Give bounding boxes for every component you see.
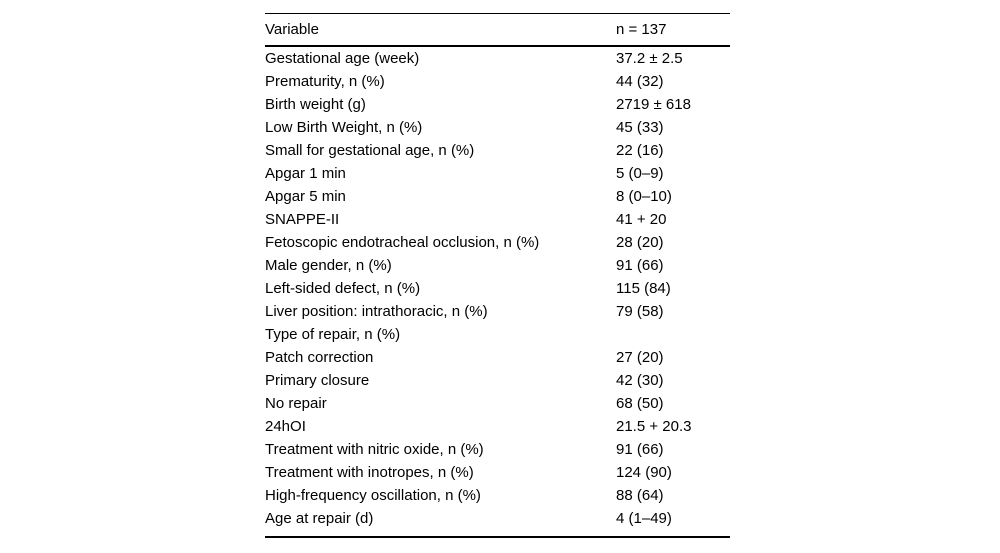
table-row: Small for gestational age, n (%) 22 (16) (265, 139, 730, 162)
variable-cell: Prematurity, n (%) (265, 73, 385, 90)
value-cell: 42 (30) (616, 372, 664, 389)
header-row: Variable n = 137 (265, 14, 730, 47)
variable-cell: Left-sided defect, n (%) (265, 280, 421, 297)
value-cell: 22 (16) (616, 142, 664, 159)
value-cell: 45 (33) (616, 119, 664, 136)
table-row: Treatment with inotropes, n (%) 124 (90) (265, 461, 730, 484)
table-row: Prematurity, n (%) 44 (32) (265, 70, 730, 93)
value-cell: 27 (20) (616, 349, 664, 366)
variable-cell: Male gender, n (%) (265, 257, 392, 274)
table-row: 24hOI 21.5 + 20.3 (265, 415, 730, 438)
table-row: Type of repair, n (%) (265, 323, 730, 346)
table-row: Primary closure 42 (30) (265, 369, 730, 392)
value-cell: 79 (58) (616, 303, 664, 320)
variable-cell: Low Birth Weight, n (%) (265, 119, 423, 136)
variable-cell: Patch correction (265, 349, 374, 366)
variable-cell: Treatment with nitric oxide, n (%) (265, 441, 484, 458)
value-cell: 37.2 ± 2.5 (616, 50, 683, 67)
table-row: Male gender, n (%) 91 (66) (265, 254, 730, 277)
value-cell: 91 (66) (616, 441, 664, 458)
variable-cell: No repair (265, 395, 327, 412)
variable-cell: Primary closure (265, 372, 370, 389)
value-cell: 115 (84) (616, 280, 671, 297)
value-cell (616, 323, 730, 346)
table-row: Age at repair (d) 4 (1–49) (265, 507, 730, 530)
table-body: Gestational age (week) 37.2 ± 2.5 Premat… (265, 46, 730, 530)
variable-cell: High-frequency oscillation, n (%) (265, 487, 481, 504)
value-cell: 68 (50) (616, 395, 664, 412)
variable-cell: Age at repair (d) (265, 510, 374, 527)
value-cell: 8 (0–10) (616, 188, 672, 205)
variable-cell: 24hOI (265, 418, 306, 435)
value-cell: 28 (20) (616, 234, 664, 251)
variable-cell: Type of repair, n (%) (265, 326, 401, 343)
table-row: Fetoscopic endotracheal occlusion, n (%)… (265, 231, 730, 254)
column-header-variable: Variable (265, 14, 616, 47)
value-cell: 88 (64) (616, 487, 664, 504)
table-header: Variable n = 137 (265, 14, 730, 47)
variable-cell: Apgar 1 min (265, 165, 346, 182)
table-row: Birth weight (g) 2719 ± 618 (265, 93, 730, 116)
variable-cell: Birth weight (g) (265, 96, 366, 113)
value-cell: 91 (66) (616, 257, 664, 274)
table-row: Apgar 5 min 8 (0–10) (265, 185, 730, 208)
table-row: Low Birth Weight, n (%) 45 (33) (265, 116, 730, 139)
patient-characteristics-table: Variable n = 137 Gestational age (week) … (265, 13, 730, 538)
variable-cell: Gestational age (week) (265, 50, 420, 67)
variable-cell: Fetoscopic endotracheal occlusion, n (%) (265, 234, 540, 251)
value-cell: 44 (32) (616, 73, 664, 90)
variable-cell: Small for gestational age, n (%) (265, 142, 475, 159)
variable-cell: Apgar 5 min (265, 188, 346, 205)
variable-cell: SNAPPE-II (265, 211, 340, 228)
variable-cell: Liver position: intrathoracic, n (%) (265, 303, 488, 320)
table-row: Gestational age (week) 37.2 ± 2.5 (265, 46, 730, 70)
value-cell: 21.5 + 20.3 (616, 418, 692, 435)
column-header-n: n = 137 (616, 14, 730, 47)
value-cell: 41 + 20 (616, 211, 667, 228)
table-row: Left-sided defect, n (%) 115 (84) (265, 277, 730, 300)
table-row: Patch correction 27 (20) (265, 346, 730, 369)
data-table: Variable n = 137 Gestational age (week) … (265, 14, 730, 530)
value-cell: 2719 ± 618 (616, 96, 691, 113)
table-row: SNAPPE-II 41 + 20 (265, 208, 730, 231)
table-row: High-frequency oscillation, n (%) 88 (64… (265, 484, 730, 507)
value-cell: 124 (90) (616, 464, 672, 481)
table-row: Apgar 1 min 5 (0–9) (265, 162, 730, 185)
value-cell: 5 (0–9) (616, 165, 664, 182)
table-row: Liver position: intrathoracic, n (%) 79 … (265, 300, 730, 323)
table-row: Treatment with nitric oxide, n (%) 91 (6… (265, 438, 730, 461)
table-row: No repair 68 (50) (265, 392, 730, 415)
value-cell: 4 (1–49) (616, 510, 672, 527)
variable-cell: Treatment with inotropes, n (%) (265, 464, 474, 481)
